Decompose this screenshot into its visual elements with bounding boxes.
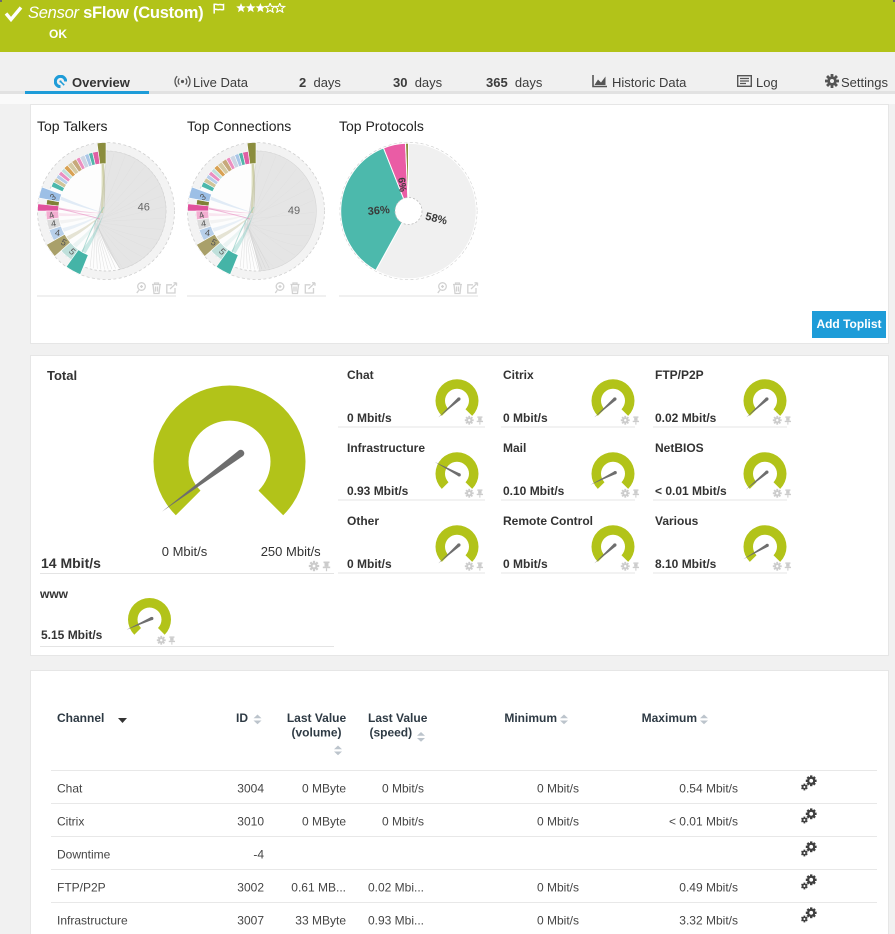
- svg-text:Citrix: Citrix: [57, 815, 84, 829]
- svg-text:4: 4: [204, 228, 210, 239]
- svg-text:46: 46: [138, 202, 150, 214]
- svg-text:0.61 MB...: 0.61 MB...: [291, 881, 346, 895]
- svg-text:Citrix: Citrix: [503, 368, 534, 382]
- svg-text:0.49 Mbit/s: 0.49 Mbit/s: [679, 881, 738, 895]
- svg-text:0 Mbit/s: 0 Mbit/s: [347, 411, 392, 425]
- svg-text:250 Mbit/s: 250 Mbit/s: [261, 544, 321, 559]
- svg-text:4: 4: [47, 210, 55, 221]
- svg-text:3.32 Mbit/s: 3.32 Mbit/s: [679, 914, 738, 928]
- svg-text:Top Connections: Top Connections: [187, 118, 291, 134]
- svg-text:3010: 3010: [237, 815, 264, 829]
- svg-text:(volume): (volume): [291, 726, 341, 740]
- svg-text:0 Mbit/s: 0 Mbit/s: [503, 557, 548, 571]
- svg-text:< 0.01 Mbit/s: < 0.01 Mbit/s: [669, 815, 738, 829]
- svg-text:0.93 Mbit/s: 0.93 Mbit/s: [347, 484, 409, 498]
- svg-text:3007: 3007: [237, 914, 264, 928]
- svg-text:Mail: Mail: [503, 441, 526, 455]
- svg-text:0 Mbit/s: 0 Mbit/s: [162, 544, 208, 559]
- svg-text:0 Mbit/s: 0 Mbit/s: [503, 411, 548, 425]
- svg-text:FTP/P2P: FTP/P2P: [655, 368, 704, 382]
- svg-text:< 0.01 Mbit/s: < 0.01 Mbit/s: [655, 484, 727, 498]
- svg-text:Infrastructure: Infrastructure: [57, 914, 128, 928]
- svg-text:4: 4: [54, 228, 60, 239]
- svg-text:Infrastructure: Infrastructure: [347, 441, 425, 455]
- svg-text:0 Mbit/s: 0 Mbit/s: [537, 815, 579, 829]
- svg-text:0.54 Mbit/s: 0.54 Mbit/s: [679, 782, 738, 796]
- svg-text:49: 49: [288, 205, 300, 217]
- svg-text:4: 4: [197, 210, 205, 221]
- svg-text:Last Value: Last Value: [287, 711, 347, 725]
- svg-text:0 Mbit/s: 0 Mbit/s: [537, 782, 579, 796]
- svg-text:5: 5: [209, 237, 218, 248]
- svg-text:Other: Other: [347, 514, 379, 528]
- svg-text:Chat: Chat: [347, 368, 374, 382]
- svg-text:0 MByte: 0 MByte: [302, 815, 346, 829]
- svg-text:4: 4: [50, 218, 56, 229]
- svg-text:ID: ID: [236, 711, 248, 725]
- svg-text:58%: 58%: [424, 211, 448, 228]
- svg-text:0 Mbit/s: 0 Mbit/s: [537, 914, 579, 928]
- svg-text:Remote Control: Remote Control: [503, 514, 593, 528]
- svg-text:6%: 6%: [395, 177, 408, 193]
- svg-text:NetBIOS: NetBIOS: [655, 441, 704, 455]
- svg-text:Channel: Channel: [57, 711, 104, 725]
- svg-text:5.15 Mbit/s: 5.15 Mbit/s: [41, 628, 103, 642]
- svg-text:0 Mbit/s: 0 Mbit/s: [537, 881, 579, 895]
- svg-text:Top Talkers: Top Talkers: [37, 118, 108, 134]
- svg-text:3: 3: [198, 192, 208, 203]
- svg-text:0 MByte: 0 MByte: [302, 782, 346, 796]
- svg-text:0.10 Mbit/s: 0.10 Mbit/s: [503, 484, 565, 498]
- svg-text:Maximum: Maximum: [642, 711, 697, 725]
- svg-text:4: 4: [200, 218, 206, 229]
- svg-text:3: 3: [48, 192, 58, 203]
- svg-text:0.02 Mbit/s: 0.02 Mbit/s: [655, 411, 717, 425]
- svg-text:8.10 Mbit/s: 8.10 Mbit/s: [655, 557, 717, 571]
- svg-text:0 Mbit/s: 0 Mbit/s: [382, 782, 424, 796]
- svg-text:Total: Total: [47, 368, 77, 383]
- svg-text:Downtime: Downtime: [57, 848, 111, 862]
- svg-text:36%: 36%: [367, 204, 390, 218]
- svg-text:14 Mbit/s: 14 Mbit/s: [41, 555, 101, 571]
- svg-text:33 MByte: 33 MByte: [295, 914, 346, 928]
- svg-text:5: 5: [217, 246, 228, 257]
- svg-text:Last Value: Last Value: [368, 711, 428, 725]
- svg-text:www: www: [39, 587, 69, 601]
- svg-text:0.02 Mbi...: 0.02 Mbi...: [368, 881, 424, 895]
- svg-text:Various: Various: [655, 514, 699, 528]
- svg-text:3004: 3004: [237, 782, 264, 796]
- svg-text:-4: -4: [253, 848, 264, 862]
- svg-text:FTP/P2P: FTP/P2P: [57, 881, 106, 895]
- svg-text:Top Protocols: Top Protocols: [339, 118, 424, 134]
- svg-text:Chat: Chat: [57, 782, 83, 796]
- svg-text:0 Mbit/s: 0 Mbit/s: [382, 815, 424, 829]
- svg-text:(speed): (speed): [369, 726, 412, 740]
- svg-text:0.93 Mbi...: 0.93 Mbi...: [368, 914, 424, 928]
- svg-text:5: 5: [59, 237, 68, 248]
- svg-text:Minimum: Minimum: [504, 711, 557, 725]
- svg-text:5: 5: [67, 246, 78, 257]
- svg-text:0 Mbit/s: 0 Mbit/s: [347, 557, 392, 571]
- svg-text:3002: 3002: [237, 881, 264, 895]
